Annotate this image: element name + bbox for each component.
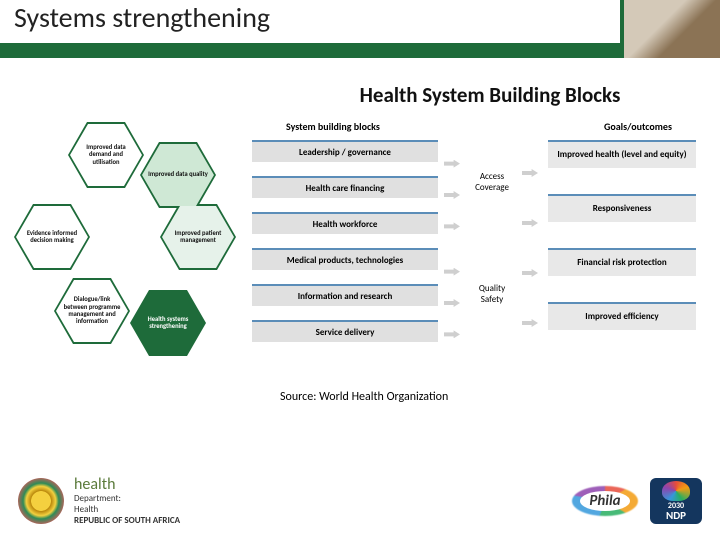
- hexagon-diagram: Improved data demand and utilisationImpr…: [14, 120, 244, 380]
- outcome-2: Financial risk protection: [548, 248, 696, 276]
- header-bar: Systems strengthening: [0, 0, 720, 58]
- mid-label-access: AccessCoverage: [464, 172, 520, 194]
- hexagon-4: Dialogue/link between programme manageme…: [56, 280, 128, 342]
- source-citation: Source: World Health Organization: [280, 390, 720, 404]
- hexagon-5: Health systems strengthening: [132, 292, 204, 354]
- outcome-1: Responsiveness: [548, 194, 696, 222]
- arrows-right: [522, 148, 538, 348]
- arrows-left: [444, 148, 460, 242]
- building-block-0: Leadership / governance: [252, 140, 438, 162]
- coat-of-arms-icon: [18, 478, 64, 524]
- mid-label-quality: QualitySafety: [464, 284, 520, 306]
- building-block-1: Health care financing: [252, 176, 438, 198]
- hexagon-1: Improved data quality: [142, 144, 214, 206]
- outcome-3: Improved efficiency: [548, 302, 696, 330]
- building-block-5: Service delivery: [252, 320, 438, 342]
- building-block-4: Information and research: [252, 284, 438, 306]
- hexagon-2: Evidence informed decision making: [16, 206, 88, 268]
- header-photo: [624, 0, 720, 58]
- hexagon-3: Improved patient management: [162, 206, 234, 268]
- who-building-blocks-diagram: System building blocks Goals/outcomes Le…: [252, 120, 706, 380]
- department-text: health Department: Health REPUBLIC OF SO…: [74, 475, 180, 527]
- page-title: Systems strengthening: [0, 0, 620, 43]
- footer: health Department: Health REPUBLIC OF SO…: [18, 472, 702, 530]
- building-block-2: Health workforce: [252, 212, 438, 234]
- blocks-column-header: System building blocks: [286, 120, 380, 133]
- subtitle: Health System Building Blocks: [260, 82, 720, 108]
- hexagon-0: Improved data demand and utilisation: [70, 124, 142, 186]
- outcomes-column-header: Goals/outcomes: [604, 120, 672, 133]
- gov-logo-group: health Department: Health REPUBLIC OF SO…: [18, 475, 180, 527]
- partner-logos: Phila 2030 NDP: [570, 478, 702, 524]
- phila-logo: Phila: [570, 480, 640, 522]
- main-content: Improved data demand and utilisationImpr…: [0, 120, 720, 380]
- ndp-logo: 2030 NDP: [650, 478, 702, 524]
- outcome-0: Improved health (level and equity): [548, 140, 696, 168]
- building-block-3: Medical products, technologies: [252, 248, 438, 270]
- arrows-left-2: [444, 256, 460, 350]
